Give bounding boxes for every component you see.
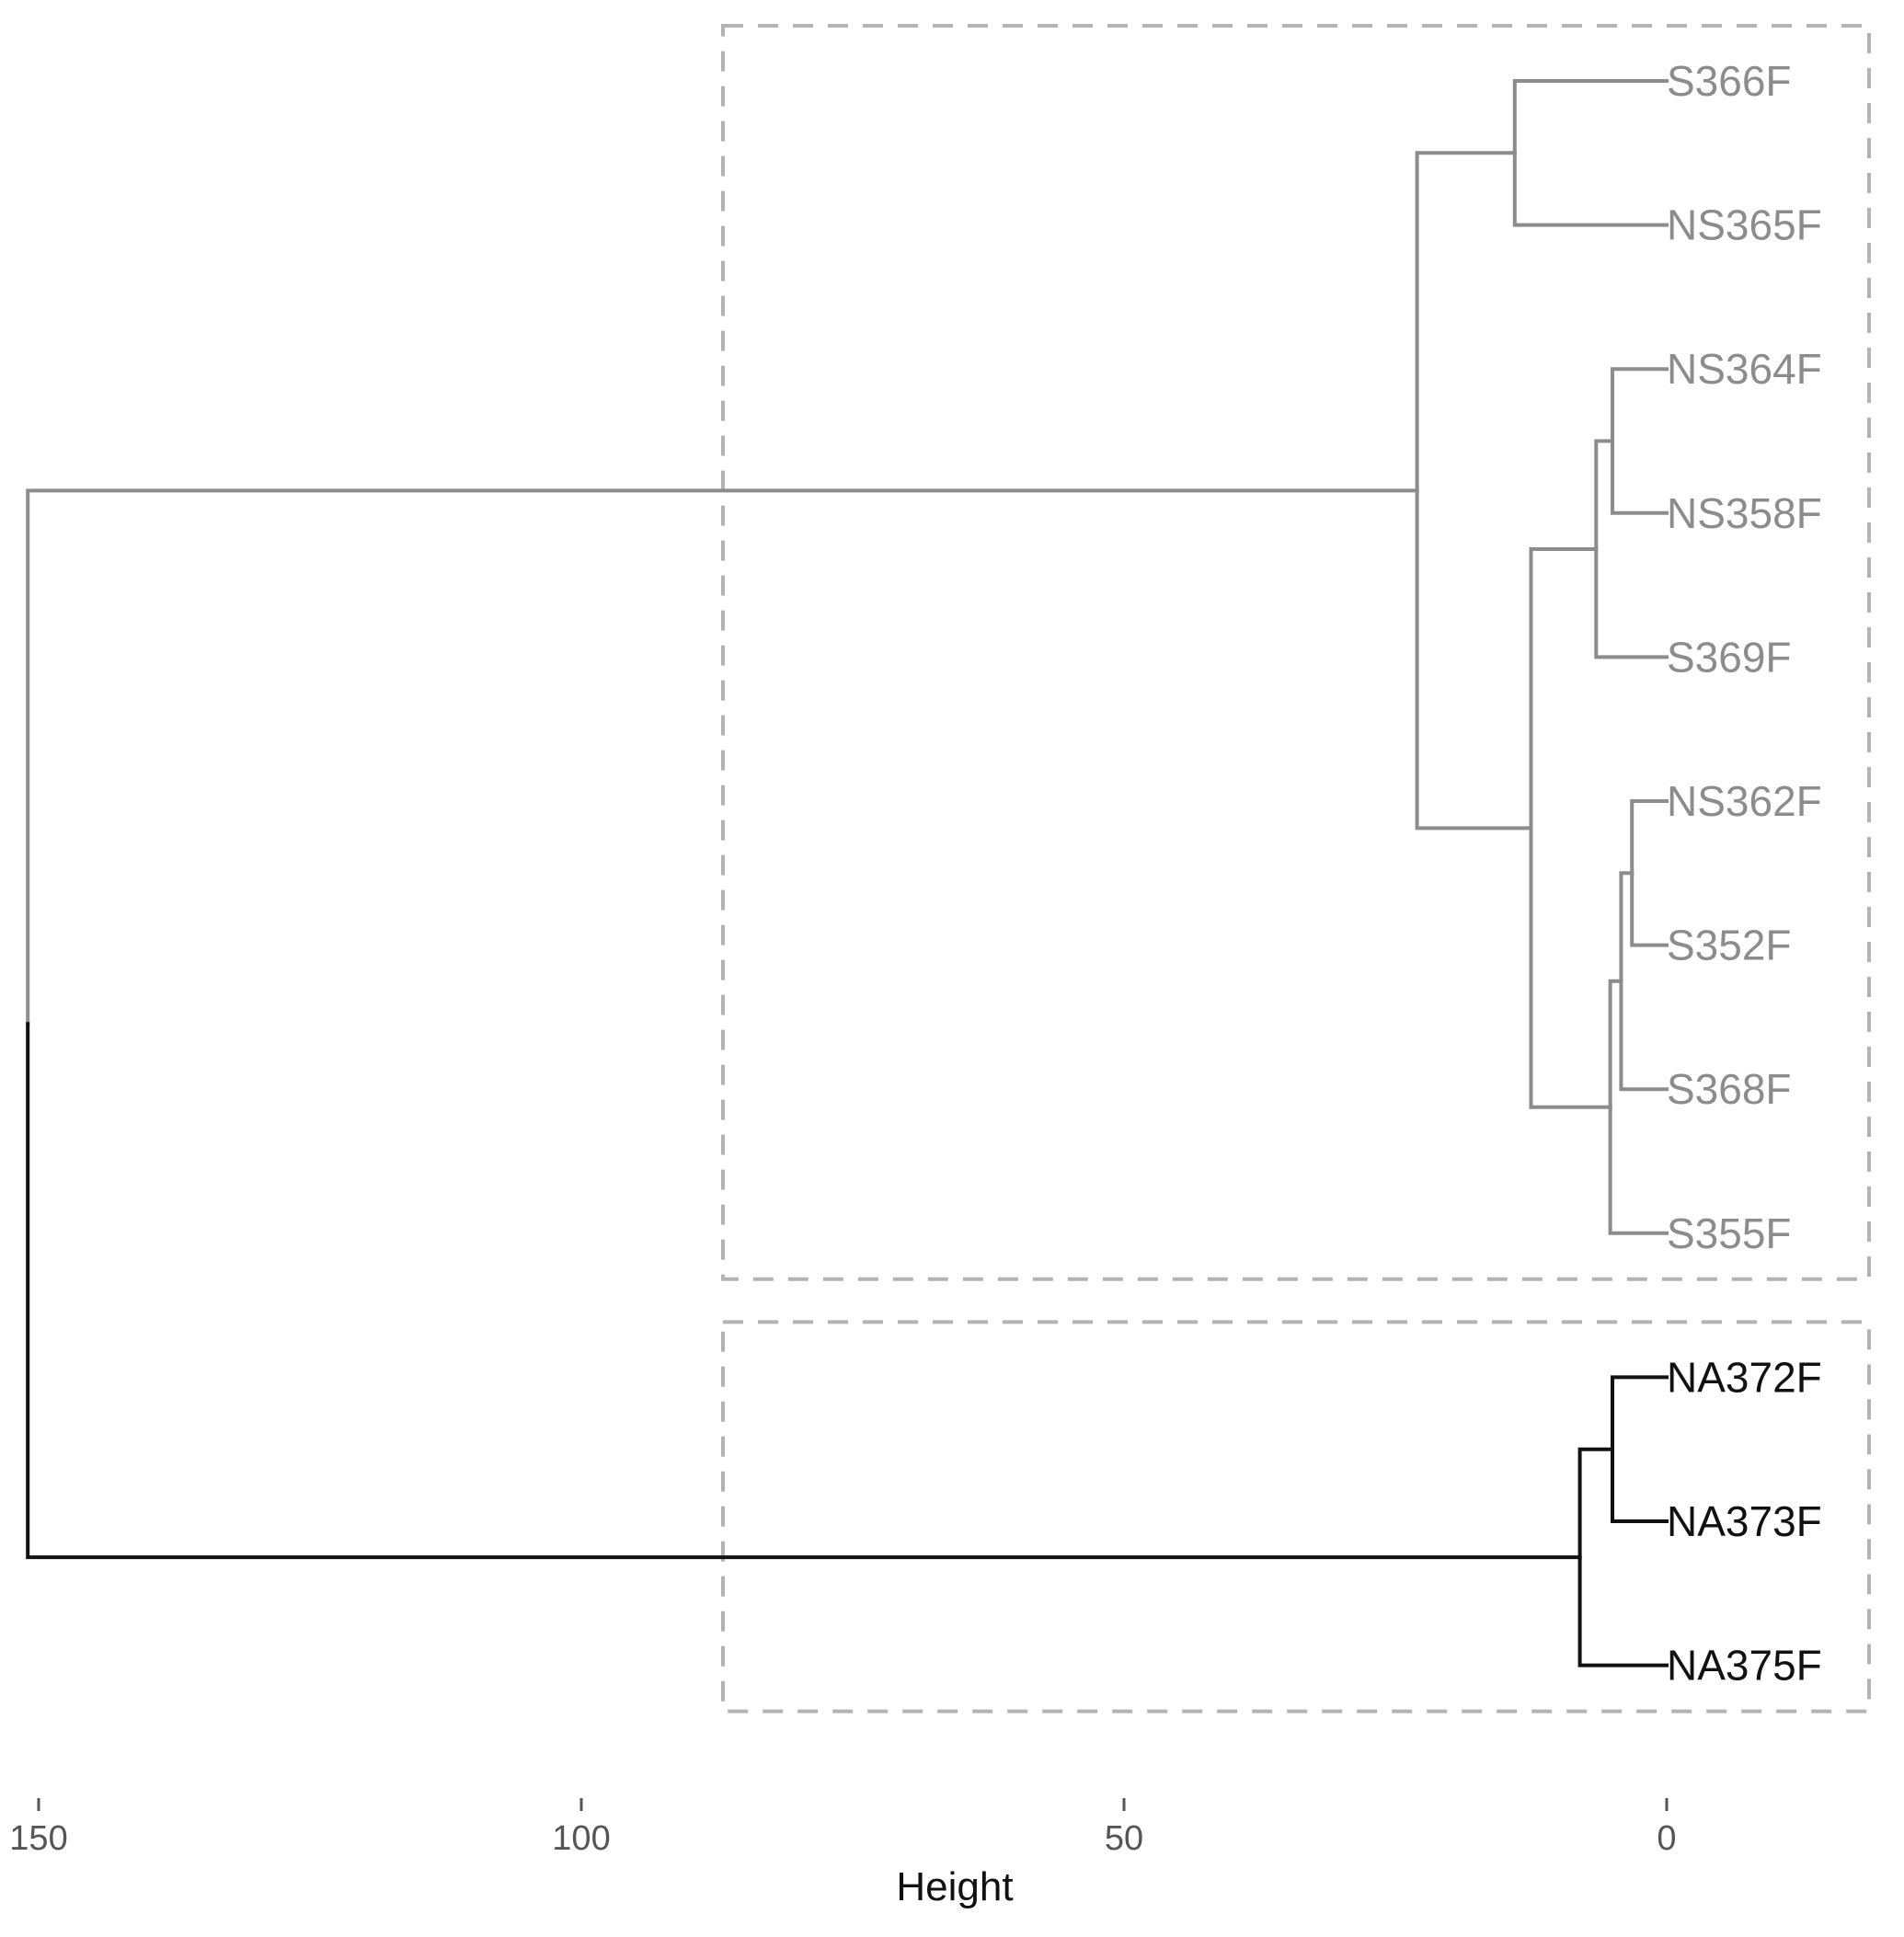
cluster-boxes [721,24,1871,1714]
leaf-label-s369f: S369F [1667,633,1792,681]
branch-m8-0 [1415,151,1517,493]
leaf-label-s352f: S352F [1667,922,1792,969]
branch-m9-0 [1611,1375,1669,1451]
branch-m10-1 [1577,1555,1669,1668]
x-tick-label-150: 150 [9,1819,67,1858]
leaf-labels: S366F NS365F NS364F NS358F S369F NS362F S352F S… [1667,57,1822,1690]
branch-m5-0 [1608,979,1623,1109]
branch-m3-1 [1630,871,1669,947]
branch-m9-1 [1611,1447,1669,1523]
x-axis-title: Height [896,1864,1013,1909]
x-tick-label-0: 0 [1657,1819,1676,1858]
dendrogram-branches [26,79,1669,1668]
leaf-label-s368f: S368F [1667,1065,1792,1113]
branch-m1-0 [1611,367,1669,443]
x-tick-label-100: 100 [552,1819,610,1858]
branch-m2-0 [1594,439,1614,551]
leaf-label-na373f: NA373F [1667,1497,1822,1545]
leaf-label-s355f: S355F [1667,1209,1792,1257]
branch-m3-0 [1630,799,1669,876]
leaf-label-ns364f: NS364F [1667,345,1822,393]
branch-m1-1 [1611,439,1669,515]
branch-m10-0 [1577,1447,1614,1560]
leaf-label-na375f: NA375F [1667,1642,1822,1690]
branch-m7-0 [1512,79,1669,155]
cluster-box-2 [721,1320,1871,1714]
leaf-label-na372f: NA372F [1667,1353,1822,1401]
branch-m4-0 [1619,871,1634,983]
cluster-box-1 [721,24,1871,1281]
leaf-label-s366f: S366F [1667,57,1792,105]
branch-m4-1 [1619,979,1669,1092]
leaf-label-ns365f: NS365F [1667,201,1822,249]
branch-root-1 [26,1022,1582,1560]
branch-m6-0 [1529,546,1599,831]
branch-m7-1 [1512,151,1669,227]
branch-m8-1 [1415,488,1533,831]
branch-root-0 [26,488,1419,1026]
x-axis: 150 100 50 0 [9,1798,1677,1858]
leaf-label-ns358f: NS358F [1667,489,1822,537]
branch-m5-1 [1608,1105,1669,1235]
x-tick-label-50: 50 [1105,1819,1143,1858]
branch-m2-1 [1594,546,1669,659]
branch-m6-1 [1529,826,1612,1109]
leaf-label-ns362f: NS362F [1667,777,1822,825]
